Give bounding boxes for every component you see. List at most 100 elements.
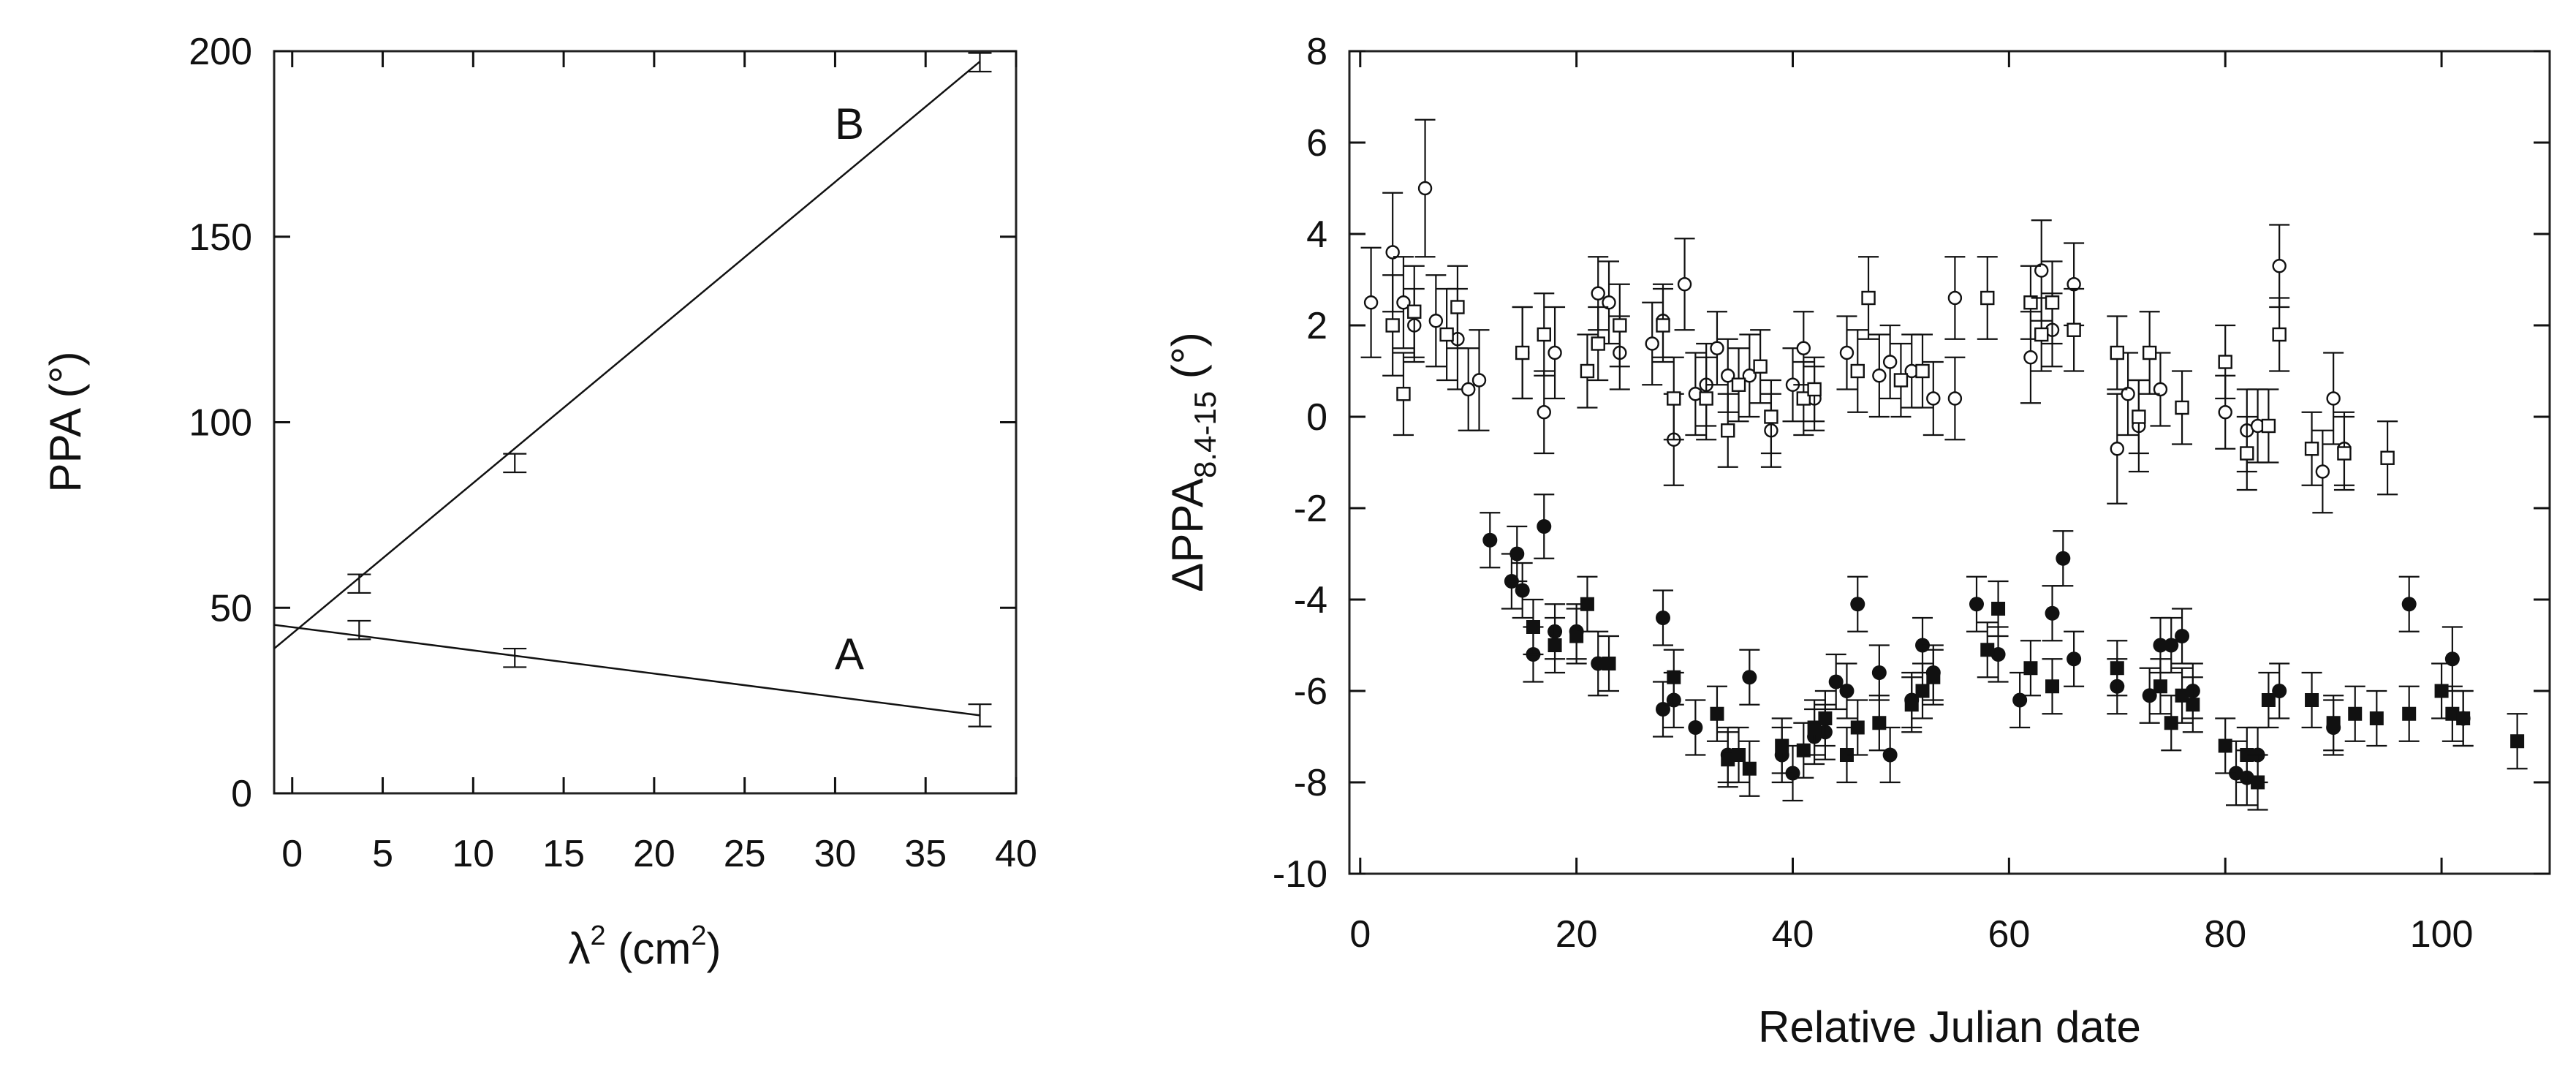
left-y-ticks: 0 50 100 150 200: [189, 31, 1016, 815]
data-point-open-circle: [1363, 295, 1379, 310]
data-point-filled-circle: [1742, 670, 1757, 685]
data-point-filled-circle: [2153, 638, 2168, 653]
data-point-filled-square: [2023, 661, 2038, 676]
x-tick-label: 30: [814, 833, 857, 875]
data-point-open-square: [1407, 304, 1422, 319]
data-point-open-square: [2240, 446, 2254, 461]
x-tick-label: 20: [633, 833, 675, 875]
data-point-open-square: [1850, 363, 1865, 379]
data-point-open-square: [1861, 290, 1876, 306]
data-point-filled-square: [1915, 684, 1930, 698]
data-point-filled-circle: [1591, 656, 1606, 671]
data-point-open-square: [2218, 355, 2232, 369]
left-y-axis-label: PPA (°): [41, 352, 90, 493]
data-point-open-circle: [1677, 277, 1692, 292]
data-point-open-square: [1580, 363, 1595, 379]
data-point-open-square: [2045, 295, 2060, 310]
right-x-ticks: 0 20 40 60 80 100: [1349, 51, 2473, 956]
data-point-filled-square: [2045, 679, 2060, 694]
data-point-open-square: [1721, 423, 1735, 438]
data-point-open-square: [1656, 318, 1670, 333]
data-point-open-square: [2380, 450, 2395, 465]
data-point-open-circle: [1872, 369, 1887, 383]
data-point-open-square: [1764, 409, 1778, 424]
data-point-open-circle: [2218, 405, 2232, 420]
data-point-filled-circle: [2401, 597, 2417, 612]
data-point-open-square: [2132, 409, 2146, 424]
data-point-filled-square: [1926, 670, 1941, 684]
data-point-filled-circle: [1990, 647, 2006, 662]
data-point-open-square: [1796, 391, 1811, 406]
data-point-open-square: [1591, 336, 1605, 351]
data-point-open-square: [1731, 377, 1746, 392]
data-point-open-square: [1515, 345, 1530, 360]
y-tick-label: 4: [1306, 213, 1327, 256]
data-point-filled-circle: [1785, 766, 1800, 781]
right-y-ticks: -10 -8 -6 -4 -2 0 2 4 6 8: [1273, 31, 2550, 896]
x-tick-label: 0: [281, 833, 303, 875]
data-point-filled-square: [2186, 698, 2200, 712]
data-point-open-circle: [2315, 464, 2330, 479]
left-data-marks: [273, 52, 992, 728]
left-x-label-unit: (cm: [606, 924, 692, 973]
data-point-filled-square: [2456, 711, 2471, 725]
data-point-filled-square: [1569, 629, 1584, 643]
data-point-open-square: [2304, 442, 2319, 456]
data-point-filled-square: [2218, 738, 2232, 753]
data-point-open-square: [1667, 391, 1681, 406]
data-point-open-square: [1753, 359, 1768, 374]
y-tick-label: 6: [1306, 122, 1327, 165]
data-point-open-circle: [1926, 391, 1941, 406]
data-point-open-circle: [1591, 286, 1605, 301]
data-point-filled-square: [1775, 738, 1789, 753]
fit-line-b: [273, 61, 981, 650]
y-tick-label: 50: [210, 587, 252, 630]
data-point-open-square: [2067, 322, 2081, 337]
y-tick-label: 2: [1306, 305, 1327, 347]
data-point-filled-square: [1980, 643, 1995, 657]
data-point-open-square: [1807, 382, 1822, 397]
data-point-filled-circle: [1655, 702, 1670, 717]
data-point-open-square: [1385, 318, 1400, 333]
x-tick-label: 15: [542, 833, 585, 875]
x-tick-label: 20: [1556, 913, 1598, 956]
data-point-filled-square: [1807, 720, 1822, 735]
y-tick-label: 8: [1306, 31, 1327, 73]
data-point-open-square: [1396, 387, 1411, 401]
data-point-filled-circle: [1969, 597, 1984, 612]
data-point-filled-square: [1742, 761, 1757, 776]
data-point-open-circle: [1537, 405, 1551, 420]
data-point-filled-square: [1710, 706, 1724, 721]
data-point-filled-square: [1872, 716, 1887, 730]
data-point-filled-square: [1850, 720, 1865, 735]
data-point-filled-circle: [1915, 638, 1931, 653]
y-tick-label: 0: [1306, 396, 1327, 439]
data-point-filled-square: [2369, 711, 2384, 725]
data-point-open-circle: [1721, 369, 1735, 383]
data-point-filled-square: [1839, 748, 1854, 762]
data-point-filled-circle: [1515, 583, 1530, 598]
data-point-open-circle: [1882, 355, 1898, 369]
x-tick-label: 40: [995, 833, 1037, 875]
data-point-filled-square: [2261, 693, 2276, 707]
data-point-open-circle: [1742, 369, 1757, 383]
left-x-label-unit-sup: 2: [691, 921, 706, 951]
left-plot-frame: [273, 50, 1018, 795]
right-y-label-sub: 8.4-15: [1188, 391, 1222, 478]
x-tick-label: 5: [372, 833, 393, 875]
data-point-open-circle: [1947, 290, 1963, 306]
data-point-open-square: [1537, 327, 1551, 342]
data-point-filled-square: [1904, 698, 1919, 712]
data-point-open-circle: [2023, 350, 2038, 365]
y-tick-label: -2: [1294, 488, 1327, 530]
series-label-b: B: [835, 99, 864, 148]
data-point-open-square: [2023, 295, 2038, 310]
x-tick-label: 60: [1988, 913, 2030, 956]
data-point-open-square: [2272, 327, 2287, 342]
data-point-open-square: [1699, 391, 1713, 406]
data-point-open-square: [1613, 318, 1627, 333]
data-point-open-square: [1893, 373, 1909, 388]
data-point-open-circle: [1796, 341, 1811, 355]
data-point-open-circle: [1417, 181, 1433, 196]
data-point-open-square: [1980, 290, 1995, 306]
